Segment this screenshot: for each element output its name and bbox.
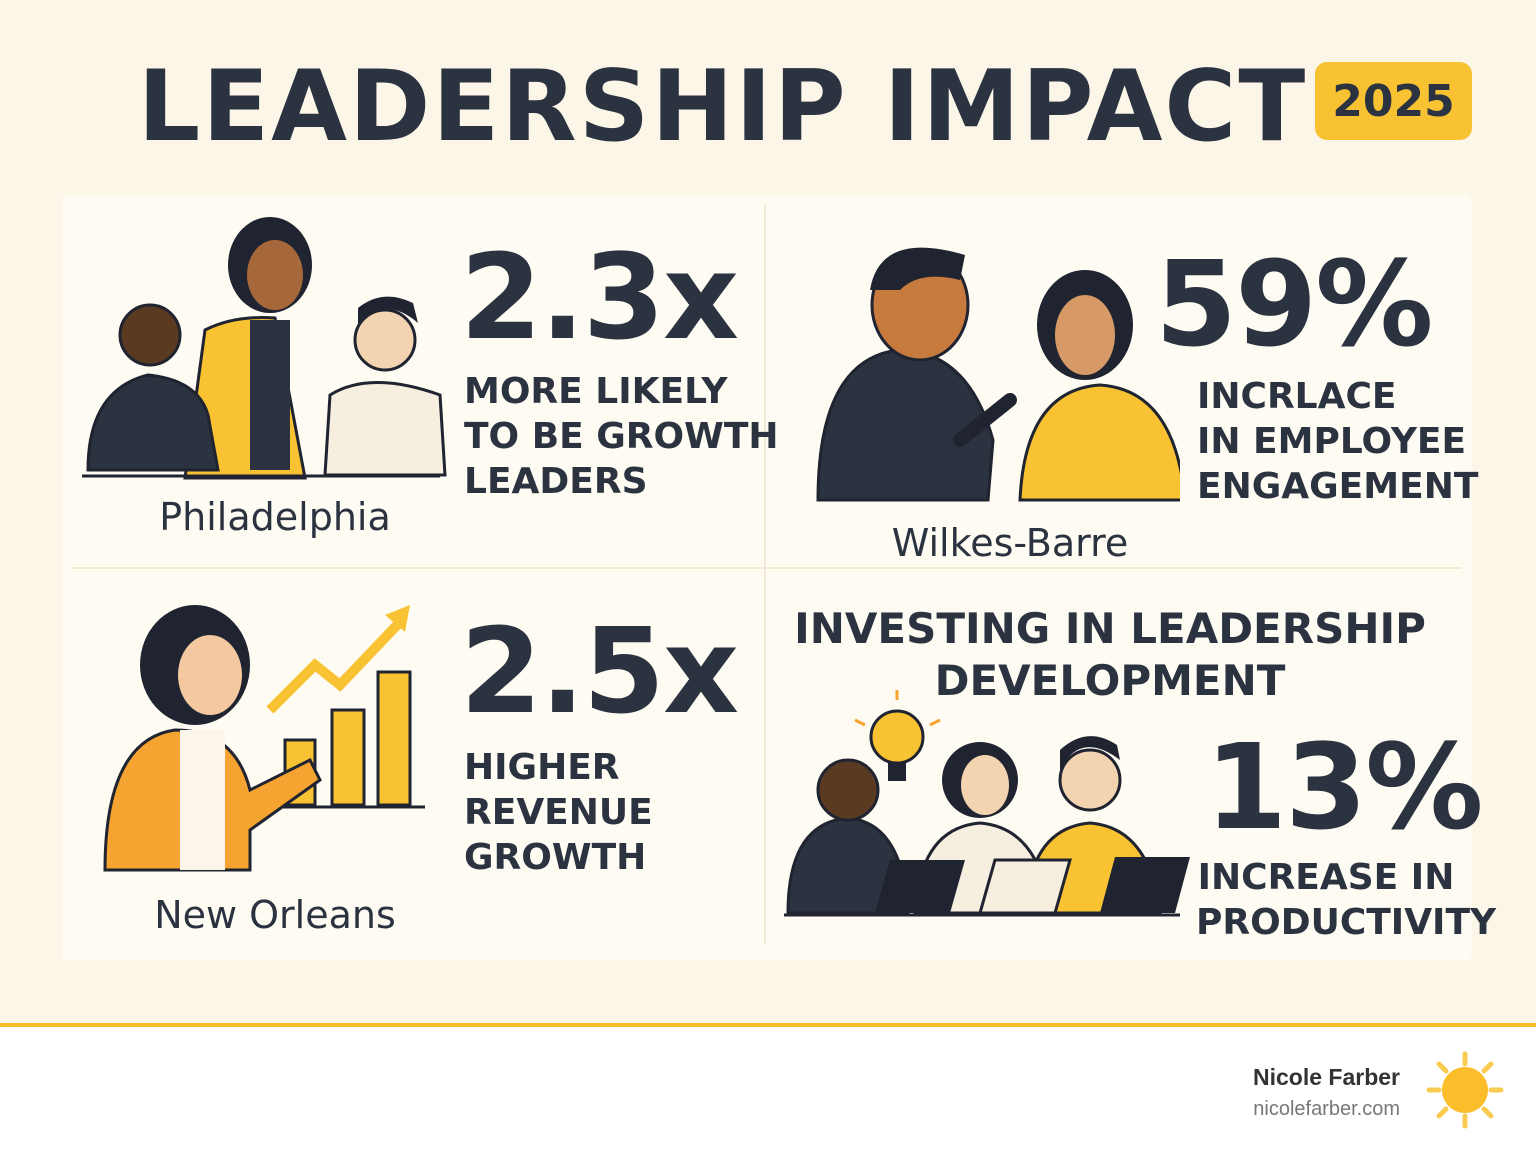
stat-caption-productivity: INCREASE IN PRODUCTIVITY bbox=[1196, 855, 1497, 945]
caption-line: GROWTH bbox=[464, 837, 647, 878]
author-name: Nicole Farber bbox=[1253, 1064, 1400, 1090]
stat-value-philadelphia: 2.3x bbox=[460, 228, 739, 366]
caption-line: PRODUCTIVITY bbox=[1196, 902, 1497, 943]
city-label-wilkes-barre: Wilkes-Barre bbox=[891, 521, 1129, 565]
heading-line: INVESTING IN LEADERSHIP bbox=[794, 604, 1426, 653]
caption-line: IN EMPLOYEE bbox=[1197, 421, 1467, 462]
caption-line: TO BE GROWTH bbox=[464, 416, 779, 457]
investing-heading: INVESTING IN LEADERSHIP DEVELOPMENT bbox=[790, 603, 1430, 707]
lightbulb-icon bbox=[854, 690, 941, 781]
stat-caption-wilkes-barre: INCRLACE IN EMPLOYEE ENGAGEMENT bbox=[1197, 374, 1478, 509]
caption-line: INCREASE IN bbox=[1197, 857, 1455, 898]
stat-caption-new-orleans: HIGHER REVENUE GROWTH bbox=[464, 745, 653, 880]
city-label-philadelphia: Philadelphia bbox=[159, 495, 391, 539]
caption-line: INCRLACE bbox=[1197, 376, 1397, 417]
sun-icon bbox=[1426, 1051, 1504, 1129]
stat-value-wilkes-barre: 59% bbox=[1155, 235, 1433, 373]
caption-line: REVENUE bbox=[464, 792, 653, 833]
growth-chart-presenter-illustration bbox=[103, 605, 425, 872]
page-title: LEADERSHIP IMPACT bbox=[137, 50, 1308, 164]
heading-line: DEVELOPMENT bbox=[934, 656, 1286, 705]
stat-value-new-orleans: 2.5x bbox=[460, 602, 739, 740]
divider-horizontal bbox=[72, 567, 1462, 569]
team-laptops-illustration bbox=[784, 690, 1190, 917]
caption-line: MORE LIKELY bbox=[464, 371, 728, 412]
city-label-new-orleans: New Orleans bbox=[154, 893, 396, 937]
year-badge: 2025 bbox=[1315, 62, 1472, 140]
footer bbox=[0, 1023, 1536, 1158]
caption-line: HIGHER bbox=[464, 747, 620, 788]
stats-panel bbox=[62, 195, 1472, 960]
divider-vertical bbox=[764, 205, 766, 945]
stat-value-productivity: 13% bbox=[1205, 718, 1483, 856]
caption-line: LEADERS bbox=[464, 461, 648, 502]
team-meeting-illustration bbox=[82, 217, 447, 480]
caption-line: ENGAGEMENT bbox=[1197, 466, 1479, 507]
stat-caption-philadelphia: MORE LIKELY TO BE GROWTH LEADERS bbox=[464, 369, 779, 504]
website-link[interactable]: nicolefarber.com bbox=[1253, 1098, 1400, 1120]
conversation-illustration bbox=[816, 247, 1180, 502]
